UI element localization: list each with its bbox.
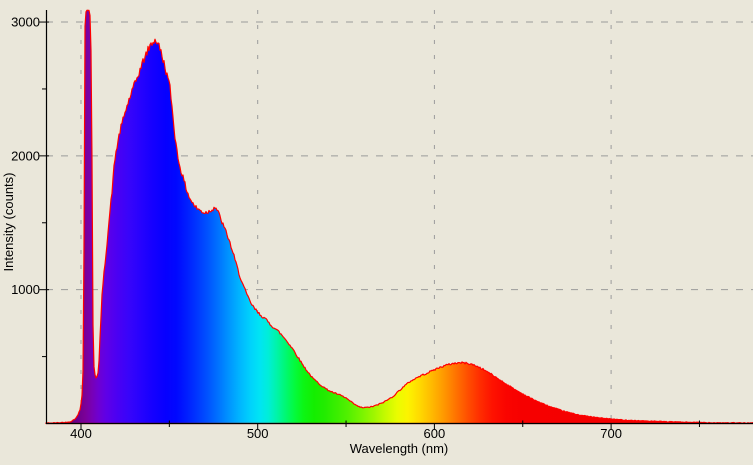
x-tick-label-400: 400 (70, 426, 92, 441)
axis-ticks (39, 21, 700, 430)
tick-labels: 1000 2000 3000 400 500 600 700 (11, 15, 622, 441)
y-tick-label-2000: 2000 (11, 148, 40, 163)
x-tick-label-600: 600 (424, 426, 446, 441)
spectrum-curve (45, 9, 753, 425)
y-axis-title: Intensity (counts) (1, 173, 16, 272)
spectrum-area (45, 9, 753, 425)
x-tick-label-500: 500 (247, 426, 269, 441)
gridlines (46, 10, 753, 424)
y-tick-label-1000: 1000 (11, 282, 40, 297)
x-tick-label-700: 700 (600, 426, 622, 441)
x-axis-title: Wavelength (nm) (350, 441, 449, 456)
y-tick-label-3000: 3000 (11, 15, 40, 30)
axes (45, 10, 753, 425)
